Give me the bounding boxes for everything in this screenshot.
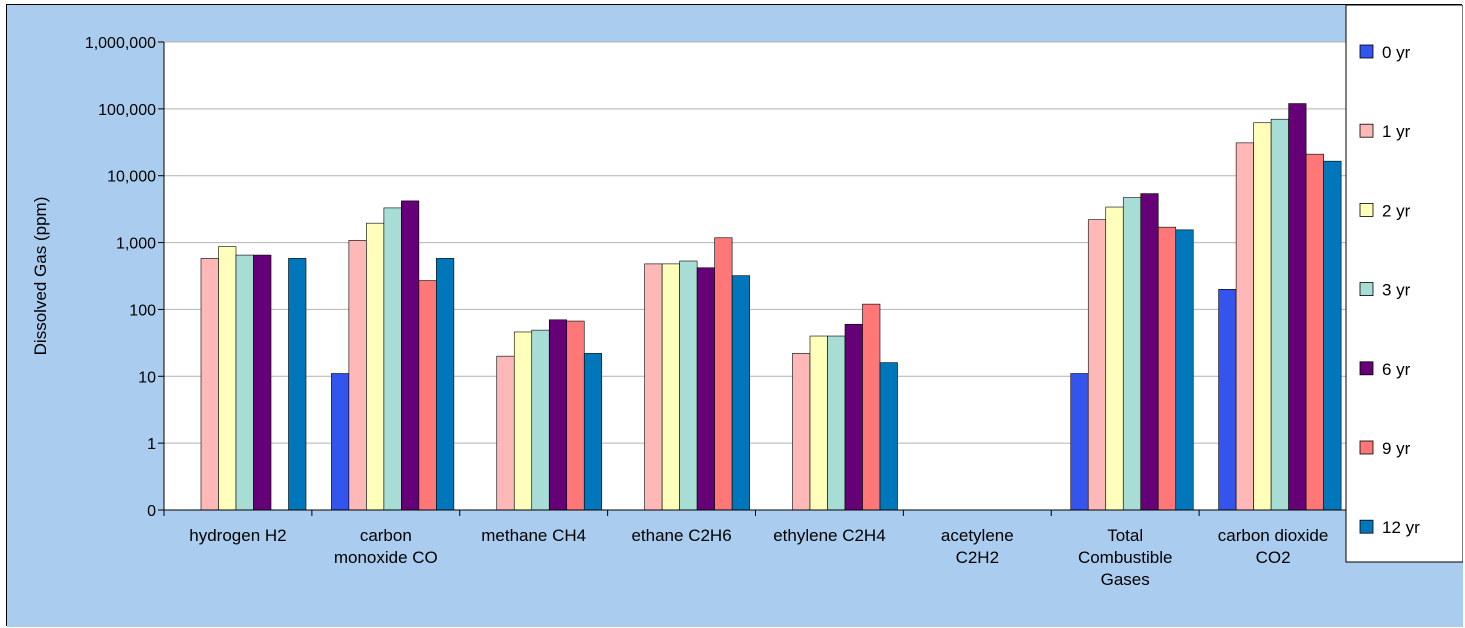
bar-12-yr-carbon-dioxide-co2 (1323, 160, 1342, 511)
bar-0-yr-total-combustible-gases (1070, 373, 1089, 511)
bar-9-yr-carbon-monoxide-co (418, 280, 437, 511)
bar-3-yr-carbon-dioxide-co2 (1270, 118, 1289, 511)
y-tick-label: 10,000 (107, 169, 156, 186)
bar-6-yr-ethane-c2h6 (696, 267, 715, 511)
y-tick-label: 1,000 (116, 236, 156, 253)
bar-2-yr-ethane-c2h6 (661, 263, 680, 511)
bar-0-yr-carbon-dioxide-co2 (1218, 289, 1237, 511)
bar-2-yr-methane-ch4 (513, 331, 533, 511)
bar-9-yr-ethylene-c2h4 (862, 303, 881, 511)
y-tick-label: 0 (147, 503, 156, 520)
bar-6-yr-carbon-monoxide-co (401, 200, 420, 511)
bar-1-yr-ethylene-c2h4 (792, 353, 811, 511)
x-category-label-total-combustible-gases: Total Combustible Gases (1078, 526, 1173, 589)
legend-label-1-yr: 1 yr (1382, 122, 1411, 141)
y-tick-labels: 0 1 10 100 1,000 10,000 100,000 1,000,000 (85, 35, 156, 520)
x-category-label-carbon-dioxide-co2: carbon dioxide CO2 (1218, 526, 1329, 567)
bar-3-yr-carbon-monoxide-co (383, 207, 402, 511)
bar-6-yr-ethylene-c2h4 (844, 323, 863, 511)
legend-swatch-3-yr (1359, 282, 1374, 297)
legend-swatch-1-yr (1359, 123, 1374, 138)
legend-label-0-yr: 0 yr (1382, 43, 1411, 62)
y-tick-label: 1 (147, 436, 156, 453)
y-axis-label: Dissolved Gas (ppm) (31, 197, 50, 356)
bar-12-yr-carbon-monoxide-co (436, 258, 455, 511)
legend-swatch-12-yr (1359, 519, 1374, 534)
x-category-labels: hydrogen H2 carbon monoxide CO methane CH4 e… (189, 526, 1328, 589)
bar-6-yr-hydrogen-h2 (253, 254, 272, 511)
legend: 0 yr 1 yr 2 yr 3 yr 6 yr 9 yr 12 yr (1345, 5, 1463, 563)
bar-1-yr-methane-ch4 (496, 355, 515, 511)
bar-3-yr-ethylene-c2h4 (827, 335, 846, 511)
y-tick-label: 100 (129, 302, 156, 319)
legend-swatch-0-yr (1359, 44, 1374, 59)
bar-6-yr-total-combustible-gases (1140, 193, 1159, 511)
legend-swatch-2-yr (1359, 202, 1374, 217)
bar-2-yr-hydrogen-h2 (218, 246, 237, 511)
bar-1-yr-total-combustible-gases (1087, 219, 1107, 511)
chart-frame: 0 1 10 100 1,000 10,000 100,000 1,000,000 hydro… (6, 4, 1463, 627)
bar-3-yr-ethane-c2h6 (679, 260, 698, 511)
legend-label-6-yr: 6 yr (1382, 360, 1411, 379)
bar-0-yr-carbon-monoxide-co (331, 373, 350, 511)
bar-3-yr-hydrogen-h2 (235, 254, 254, 511)
legend-swatch-6-yr (1359, 361, 1374, 376)
bar-1-yr-carbon-dioxide-co2 (1235, 142, 1254, 511)
y-tick-label: 10 (138, 369, 156, 386)
bar-12-yr-ethane-c2h6 (731, 275, 750, 511)
bar-3-yr-total-combustible-gases (1122, 197, 1142, 511)
bar-12-yr-ethylene-c2h4 (879, 362, 898, 511)
bar-9-yr-ethane-c2h6 (714, 237, 733, 511)
bar-9-yr-carbon-dioxide-co2 (1305, 153, 1324, 511)
x-category-label-ethane-c2h6: ethane C2H6 (631, 526, 731, 545)
x-category-label-ethylene-c2h4: ethylene C2H4 (773, 526, 885, 545)
bar-2-yr-ethylene-c2h4 (809, 335, 828, 511)
bar-12-yr-methane-ch4 (583, 353, 603, 511)
bar-12-yr-hydrogen-h2 (288, 258, 307, 511)
dissolved-gas-chart: 0 1 10 100 1,000 10,000 100,000 1,000,000 hydro… (7, 5, 1463, 627)
x-category-label-methane-ch4: methane CH4 (481, 526, 586, 545)
bar-1-yr-carbon-monoxide-co (348, 240, 367, 511)
x-category-label-acetylene-c2h2: acetylene C2H2 (941, 526, 1014, 567)
bar-6-yr-methane-ch4 (548, 319, 568, 511)
legend-label-12-yr: 12 yr (1382, 518, 1420, 537)
bar-3-yr-methane-ch4 (531, 329, 550, 511)
bar-9-yr-total-combustible-gases (1157, 226, 1177, 511)
bar-1-yr-hydrogen-h2 (200, 258, 219, 511)
bar-9-yr-methane-ch4 (566, 320, 585, 511)
legend-label-9-yr: 9 yr (1382, 439, 1411, 458)
legend-label-3-yr: 3 yr (1382, 281, 1411, 300)
bar-2-yr-carbon-monoxide-co (366, 222, 385, 511)
bar-12-yr-total-combustible-gases (1175, 229, 1194, 511)
bars (200, 103, 1342, 511)
bar-1-yr-ethane-c2h6 (644, 263, 663, 511)
legend-label-2-yr: 2 yr (1382, 201, 1411, 220)
x-category-label-hydrogen-h2: hydrogen H2 (189, 526, 286, 545)
bar-6-yr-carbon-dioxide-co2 (1288, 103, 1307, 511)
y-tick-label: 1,000,000 (85, 35, 156, 52)
x-category-label-carbon-monoxide-co: carbon monoxide CO (334, 526, 438, 567)
y-tick-label: 100,000 (98, 102, 156, 119)
bar-2-yr-carbon-dioxide-co2 (1253, 122, 1272, 511)
axes (158, 41, 1348, 516)
legend-swatch-9-yr (1359, 440, 1374, 455)
bar-2-yr-total-combustible-gases (1105, 206, 1124, 511)
